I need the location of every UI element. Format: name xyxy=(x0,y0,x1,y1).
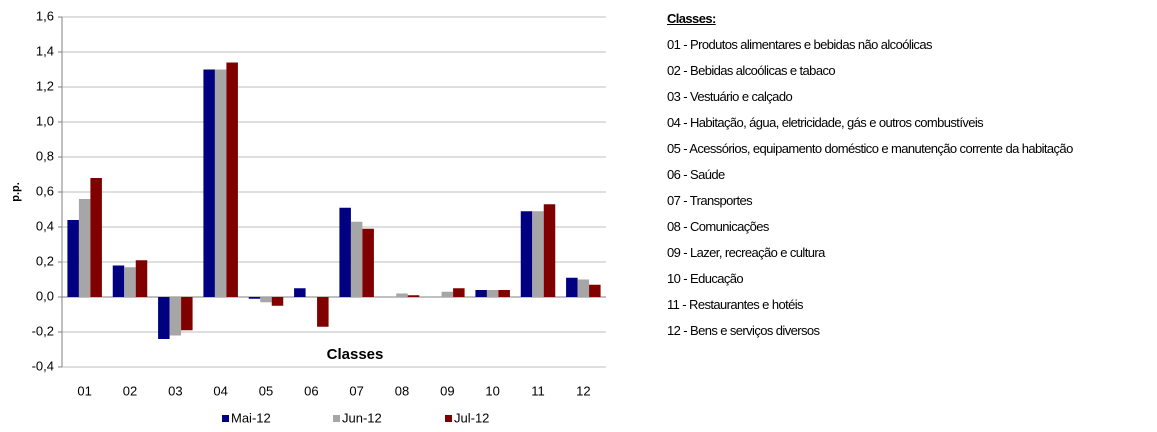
class-item: 09 - Lazer, recreação e cultura xyxy=(667,245,825,260)
bar xyxy=(475,290,487,297)
bar xyxy=(169,297,182,336)
x-tick-label: 11 xyxy=(531,383,545,398)
bar xyxy=(589,284,601,297)
bar xyxy=(543,204,556,297)
panel-title: Classes: xyxy=(667,11,716,26)
x-tick-label: 12 xyxy=(576,383,590,398)
class-item: 06 - Saúde xyxy=(667,167,725,182)
y-tick-label: 0,4 xyxy=(36,218,54,233)
bar xyxy=(248,297,261,299)
y-tick-label: 0,2 xyxy=(36,253,54,268)
y-tick-label: 0,0 xyxy=(36,288,54,303)
bar xyxy=(498,290,510,297)
bar xyxy=(577,279,590,297)
legend-label: Jul-12 xyxy=(454,410,489,425)
bar xyxy=(271,297,284,306)
bar xyxy=(135,260,148,297)
y-tick-label: 1,4 xyxy=(36,43,54,58)
bar xyxy=(362,228,374,297)
legend-label: Mai-12 xyxy=(231,410,271,425)
bar xyxy=(317,297,329,327)
y-tick-label: 0,6 xyxy=(36,183,54,198)
bar xyxy=(407,295,420,297)
bar xyxy=(260,297,272,303)
class-item: 05 - Acessórios, equipamento doméstico e… xyxy=(667,141,1073,156)
y-tick-label: 1,6 xyxy=(36,8,54,23)
bar xyxy=(67,220,79,297)
bar xyxy=(181,297,193,331)
x-tick-label: 05 xyxy=(259,383,273,398)
chart: p.p. Classes -0,4 -0,2 0,0 0,2 0,4 0,6 0,8 1,0 1… xyxy=(10,8,606,425)
bar xyxy=(226,62,238,297)
classes-panel: Classes: 01 - Produtos alimentares e beb… xyxy=(667,6,1143,344)
y-tick-label: -0,4 xyxy=(32,358,54,373)
class-item: 12 - Bens e serviços diversos xyxy=(667,323,820,338)
bar xyxy=(566,277,578,297)
class-item: 11 - Restaurantes e hotéis xyxy=(667,297,804,312)
bar xyxy=(90,178,102,297)
bar xyxy=(520,211,533,297)
class-item: 03 - Vestuário e calçado xyxy=(667,89,793,104)
bar xyxy=(158,297,170,339)
x-tick-label: 10 xyxy=(485,383,499,398)
legend-swatch xyxy=(222,415,229,422)
x-tick-label: 09 xyxy=(440,383,454,398)
bar xyxy=(350,221,363,297)
x-tick-label: 01 xyxy=(77,383,91,398)
class-item: 08 - Comunicações xyxy=(667,219,769,234)
y-tick-label: -0,2 xyxy=(32,323,54,338)
legend-label: Jun-12 xyxy=(342,410,382,425)
class-item: 02 - Bebidas alcoólicas e tabaco xyxy=(667,63,836,78)
y-tick-label: 0,8 xyxy=(36,148,54,163)
bar xyxy=(396,293,408,297)
bar xyxy=(203,69,215,297)
x-axis-label: Classes xyxy=(327,346,384,363)
x-tick-label: 07 xyxy=(349,383,363,398)
x-tick-label: 03 xyxy=(168,383,182,398)
y-tick-label: 1,0 xyxy=(36,113,54,128)
y-tick-label: 1,2 xyxy=(36,78,54,93)
bar xyxy=(214,69,227,297)
bar xyxy=(441,291,454,297)
class-item: 10 - Educação xyxy=(667,271,744,286)
bar xyxy=(453,288,465,297)
class-item: 07 - Transportes xyxy=(667,193,753,208)
bar xyxy=(124,267,136,297)
class-item: 01 - Produtos alimentares e bebidas não … xyxy=(667,37,932,52)
bar xyxy=(532,211,544,297)
bar xyxy=(294,288,306,297)
bar xyxy=(486,290,499,297)
bar xyxy=(339,207,351,297)
class-item: 04 - Habitação, água, eletricidade, gás … xyxy=(667,115,984,130)
bar xyxy=(112,265,125,297)
bar xyxy=(78,199,91,297)
x-tick-label: 02 xyxy=(123,383,137,398)
x-tick-label: 08 xyxy=(395,383,409,398)
x-tick-label: 06 xyxy=(304,383,318,398)
x-tick-label: 04 xyxy=(213,383,227,398)
legend-swatch xyxy=(445,415,452,422)
legend-swatch xyxy=(333,415,340,422)
y-axis-label: p.p. xyxy=(10,182,22,202)
